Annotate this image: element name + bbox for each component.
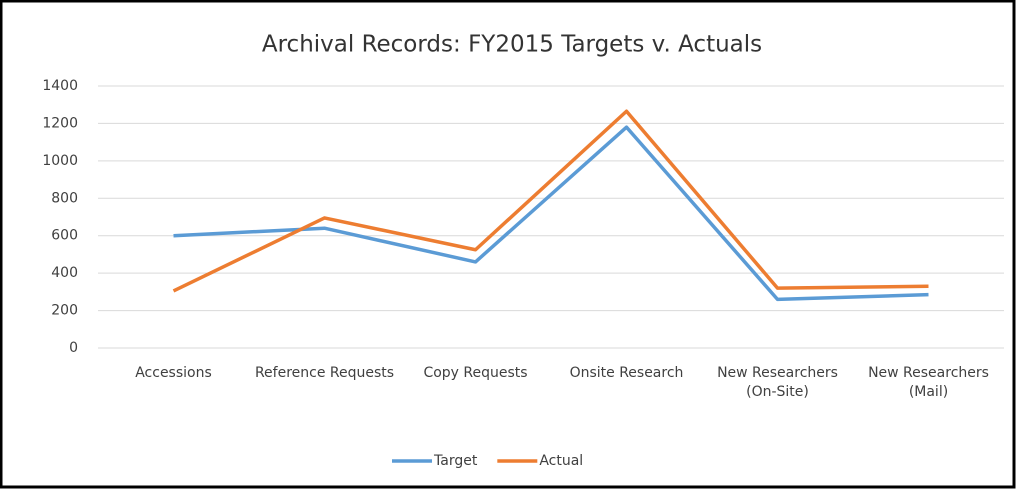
line-series (172, 109, 929, 293)
y-tick-label: 0 (69, 340, 78, 356)
x-tick-label: Onsite Research (569, 365, 684, 381)
y-tick-label: 1400 (42, 78, 78, 94)
x-tick-label: New Researchers (On-Site) (717, 365, 838, 400)
x-tick-label: Reference Requests (254, 365, 395, 381)
y-tick-label: 1200 (42, 115, 78, 131)
legend-label: Target (433, 453, 478, 469)
y-tick-label: 1000 (42, 153, 78, 169)
legend-label: Actual (539, 453, 583, 469)
x-tick-label: Copy Requests (423, 365, 528, 381)
y-tick-label: 400 (51, 265, 78, 281)
chart-title: Archival Records: FY2015 Targets v. Actu… (262, 32, 762, 58)
y-tick-label: 200 (51, 303, 78, 319)
y-tick-label: 600 (51, 228, 78, 244)
x-tick-label: Accessions (135, 365, 212, 381)
x-tick-label: New Researchers (Mail) (868, 365, 989, 400)
y-tick-label: 800 (51, 190, 78, 206)
